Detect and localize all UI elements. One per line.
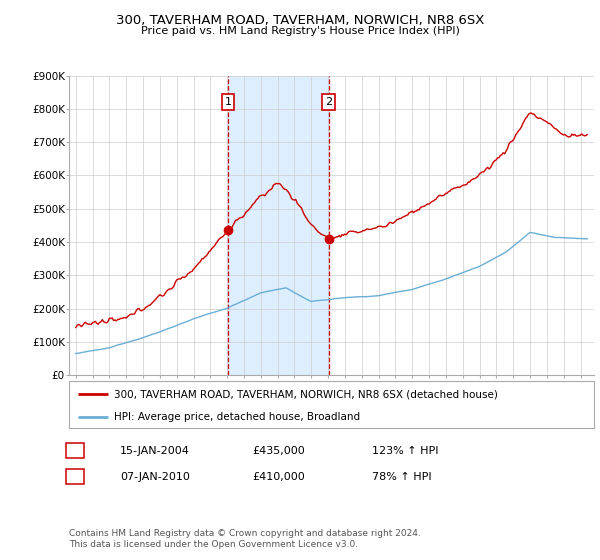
Text: 2: 2 xyxy=(325,97,332,107)
Text: 300, TAVERHAM ROAD, TAVERHAM, NORWICH, NR8 6SX: 300, TAVERHAM ROAD, TAVERHAM, NORWICH, N… xyxy=(116,14,484,27)
Text: 123% ↑ HPI: 123% ↑ HPI xyxy=(372,446,439,456)
Text: £410,000: £410,000 xyxy=(252,472,305,482)
Text: 78% ↑ HPI: 78% ↑ HPI xyxy=(372,472,431,482)
Text: 15-JAN-2004: 15-JAN-2004 xyxy=(120,446,190,456)
Text: Price paid vs. HM Land Registry's House Price Index (HPI): Price paid vs. HM Land Registry's House … xyxy=(140,26,460,36)
Text: 2: 2 xyxy=(71,472,79,482)
Text: HPI: Average price, detached house, Broadland: HPI: Average price, detached house, Broa… xyxy=(113,413,360,422)
Text: 1: 1 xyxy=(224,97,232,107)
Bar xyxy=(228,76,329,375)
Text: Contains HM Land Registry data © Crown copyright and database right 2024.
This d: Contains HM Land Registry data © Crown c… xyxy=(69,529,421,549)
Text: 07-JAN-2010: 07-JAN-2010 xyxy=(120,472,190,482)
Text: 300, TAVERHAM ROAD, TAVERHAM, NORWICH, NR8 6SX (detached house): 300, TAVERHAM ROAD, TAVERHAM, NORWICH, N… xyxy=(113,389,497,399)
Text: 1: 1 xyxy=(71,446,79,456)
Text: £435,000: £435,000 xyxy=(252,446,305,456)
